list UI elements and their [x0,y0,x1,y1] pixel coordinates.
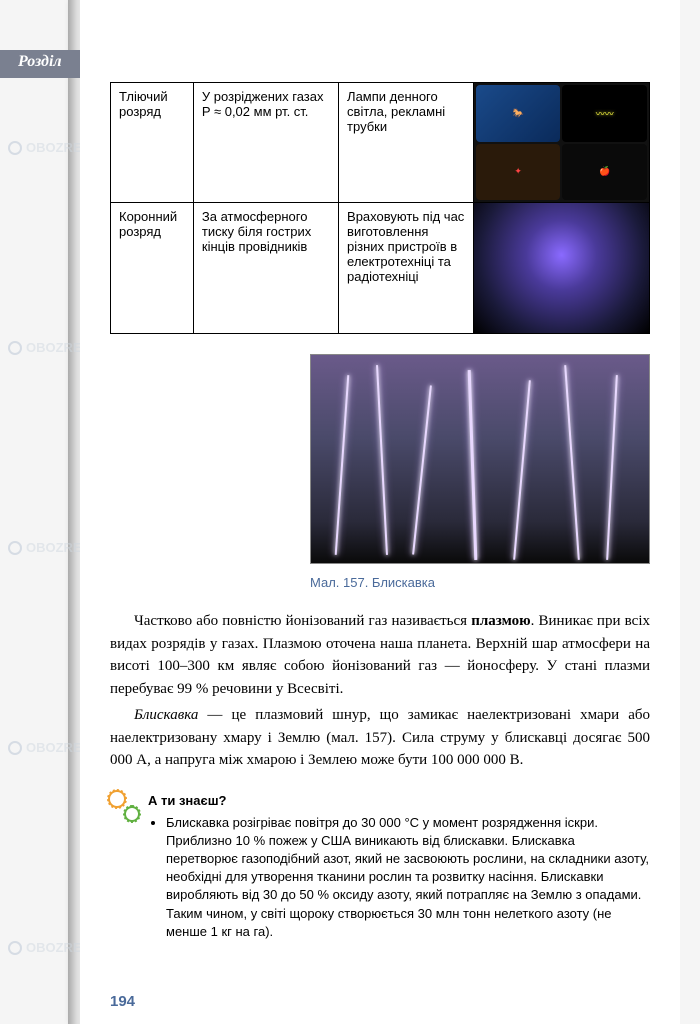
cell-application: Лампи денного світла, рекламні трубки [339,83,474,203]
cell-condition: У розріджених газах P ≈ 0,02 мм рт. ст. [193,83,338,203]
table-row: Тліючий розряд У розріджених газах P ≈ 0… [111,83,650,203]
callout-title: А ти знаєш? [148,792,650,810]
body-text: Частково або повністю йонізований газ на… [110,610,650,772]
table-row: Коронний розряд За атмосферного тиску бі… [111,203,650,334]
section-label: Розділ [0,50,80,78]
callout-item: Блискавка розігріває повітря до 30 000 °… [166,814,650,941]
cell-application: Враховують під час виготовлення різних п… [339,203,474,334]
neon-sign-icon: 🐎 [476,85,561,142]
cell-condition: За атмосферного тиску біля гострих кінці… [193,203,338,334]
figure-caption: Мал. 157. Блискавка [310,575,650,590]
gears-icon [110,792,138,820]
neon-sign-icon: ✦ [476,144,561,201]
cell-type: Коронний розряд [111,203,194,334]
cell-image: 🐎 〰〰 ✦ 🍎 [473,83,649,203]
page-content: Тліючий розряд У розріджених газах P ≈ 0… [80,0,680,1024]
lightning-image [310,354,650,564]
paragraph: Блискавка — це плазмовий шнур, що замика… [110,704,650,772]
did-you-know-callout: А ти знаєш? Блискавка розігріває повітря… [110,792,650,942]
cell-image [473,203,649,334]
discharge-table: Тліючий розряд У розріджених газах P ≈ 0… [110,82,650,334]
page-number: 194 [110,993,135,1010]
cell-type: Тліючий розряд [111,83,194,203]
paragraph: Частково або повністю йонізований газ на… [110,610,650,700]
figure: Мал. 157. Блискавка [110,354,650,590]
neon-sign-icon: 〰〰 [562,85,647,142]
neon-sign-icon: 🍎 [562,144,647,201]
